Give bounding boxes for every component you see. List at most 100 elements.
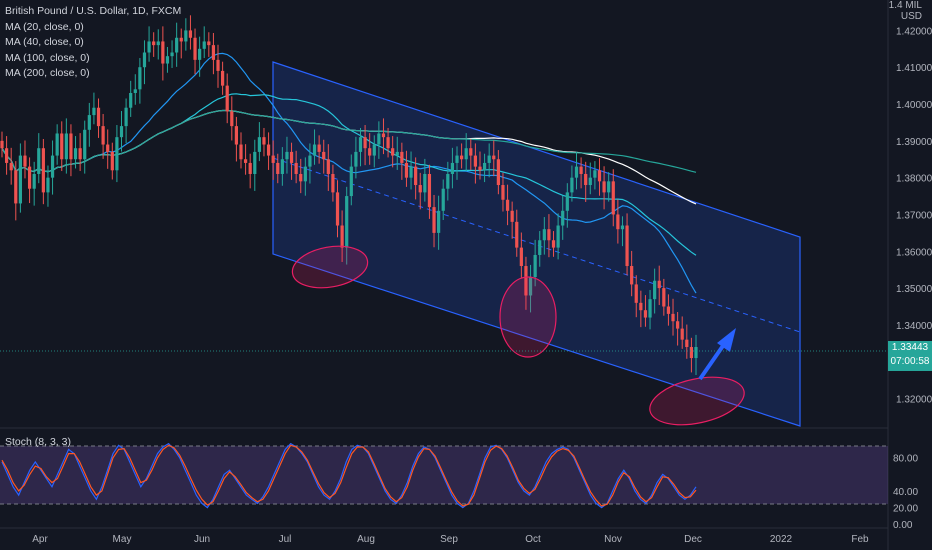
candle-body [92, 107, 96, 116]
candle [175, 22, 179, 67]
candle [23, 140, 27, 179]
candle [611, 169, 615, 227]
time-tick-label: Nov [604, 534, 622, 545]
candle [188, 15, 193, 50]
candle [207, 32, 211, 57]
low-marker-ellipse-2[interactable] [499, 276, 557, 358]
candle [152, 32, 156, 57]
price-axis-unit: 1.4 MIL USD [889, 0, 922, 22]
indicator-ma200[interactable]: MA (200, close, 0) [5, 67, 90, 79]
candle [299, 158, 303, 194]
candle [257, 122, 261, 162]
candle-body [253, 151, 257, 174]
candle-body [303, 166, 307, 182]
candle [510, 201, 514, 239]
candle-body [372, 144, 376, 156]
candle [400, 142, 404, 180]
candle-body [152, 41, 156, 46]
candle [280, 147, 284, 186]
candle-body [492, 155, 496, 160]
candle-body [234, 126, 239, 145]
candle-body [561, 210, 565, 226]
candle [124, 98, 128, 144]
candle-body [335, 192, 340, 226]
price-tick-label: 1.38000 [896, 174, 932, 185]
candle [528, 264, 533, 313]
descending-channel[interactable] [272, 61, 801, 427]
projection-arrow-icon[interactable] [698, 328, 736, 381]
candle [630, 250, 634, 297]
candle-body [266, 144, 271, 156]
candle-body [225, 85, 229, 112]
candle [648, 289, 652, 330]
indicator-ma100[interactable]: MA (100, close, 0) [5, 51, 90, 64]
candle [381, 118, 386, 155]
candle [676, 312, 680, 346]
candle-body [400, 151, 404, 163]
candle [161, 26, 165, 81]
candle [230, 96, 234, 141]
candle-body [271, 155, 275, 163]
candle-body [37, 148, 41, 174]
candle-body [184, 30, 188, 42]
candle-body [602, 181, 606, 193]
candle [133, 74, 137, 105]
indicator-ma20[interactable]: MA (20, close, 0) [5, 20, 84, 33]
candle-body [106, 144, 110, 152]
candle [404, 150, 409, 187]
candle-body [64, 133, 68, 160]
candle-body [358, 137, 363, 152]
candle [87, 102, 91, 147]
candle-body [211, 45, 216, 60]
candle [138, 58, 142, 104]
candle-body [289, 151, 294, 163]
candle [239, 132, 243, 169]
candle-body [643, 310, 648, 318]
candle [326, 144, 330, 191]
candle [73, 136, 78, 169]
stoch-lines [1, 442, 697, 509]
candle-body [437, 210, 441, 233]
candle [469, 139, 473, 170]
candle-body [611, 181, 615, 215]
candle-body [32, 173, 36, 189]
candle [0, 131, 4, 158]
candle-body [464, 148, 468, 160]
candle-body [55, 133, 59, 156]
candle [308, 143, 312, 184]
candle [524, 256, 528, 310]
candle-body [138, 67, 142, 90]
candle-body [326, 159, 330, 174]
candle [78, 133, 82, 172]
candle-body [170, 52, 174, 57]
candle-body [689, 347, 694, 359]
candle-body [115, 137, 119, 171]
indicator-legend: British Pound / U.S. Dollar, 1D, FXCM MA… [5, 4, 181, 82]
candle [685, 324, 689, 359]
candle-body [459, 155, 464, 160]
price-tick-label: 1.34000 [896, 321, 932, 332]
low-marker-ellipse-3[interactable] [645, 370, 748, 433]
candle-body [432, 207, 436, 233]
candle-body [505, 199, 510, 211]
candle-body [354, 151, 358, 167]
candle-body [528, 277, 533, 296]
chart-title[interactable]: British Pound / U.S. Dollar, 1D, FXCM [5, 5, 182, 17]
candle-body [46, 177, 50, 193]
candle [106, 129, 110, 169]
candle [335, 180, 340, 238]
candle-body [547, 229, 551, 241]
candle-body [588, 177, 592, 186]
price-tick-label: 1.32000 [896, 395, 932, 406]
candle [170, 40, 174, 68]
low-marker-ellipse-1[interactable] [289, 241, 371, 294]
time-tick-label: Feb [851, 534, 869, 545]
candle-body [593, 170, 597, 178]
stoch-k-line [1, 442, 697, 509]
candle-body [312, 144, 317, 156]
candle [519, 232, 523, 278]
indicator-ma40[interactable]: MA (40, close, 0) [5, 36, 84, 48]
time-tick-label: 2022 [770, 534, 793, 545]
stoch-indicator-label[interactable]: Stoch (8, 3, 3) [5, 436, 71, 448]
